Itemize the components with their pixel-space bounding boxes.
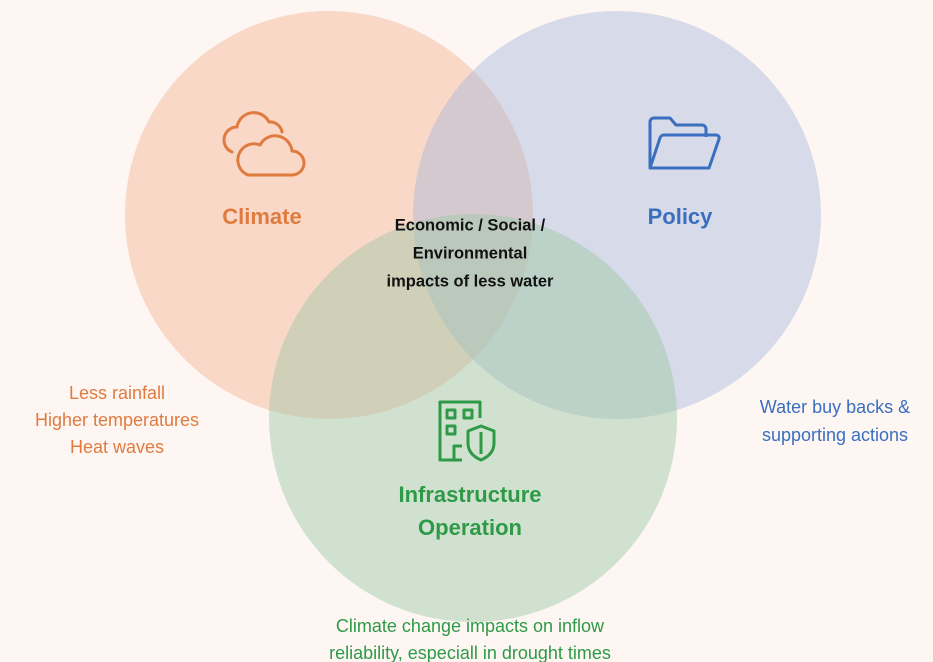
policy-circle <box>413 11 821 419</box>
policy-label: Policy <box>648 204 714 229</box>
building-icon <box>438 400 496 462</box>
center-label: impacts of less water <box>387 272 554 290</box>
climate-note: Higher temperatures <box>35 410 199 430</box>
infrastructure-label: Operation <box>418 515 522 540</box>
infrastructure-label: Infrastructure <box>398 482 541 507</box>
policy-note: supporting actions <box>762 425 908 445</box>
infrastructure-note: reliability, especiall in drought times <box>329 643 611 662</box>
climate-note: Less rainfall <box>69 383 165 403</box>
climate-note: Heat waves <box>70 437 164 457</box>
policy-note: Water buy backs & <box>760 397 910 417</box>
infrastructure-note: Climate change impacts on inflow <box>336 616 605 636</box>
folder-icon <box>648 116 721 170</box>
climate-label: Climate <box>222 204 301 229</box>
center-label: Economic / Social / <box>395 216 546 234</box>
climate-circle <box>125 11 533 419</box>
center-label: Environmental <box>413 244 528 262</box>
cloud-icon <box>222 111 306 177</box>
